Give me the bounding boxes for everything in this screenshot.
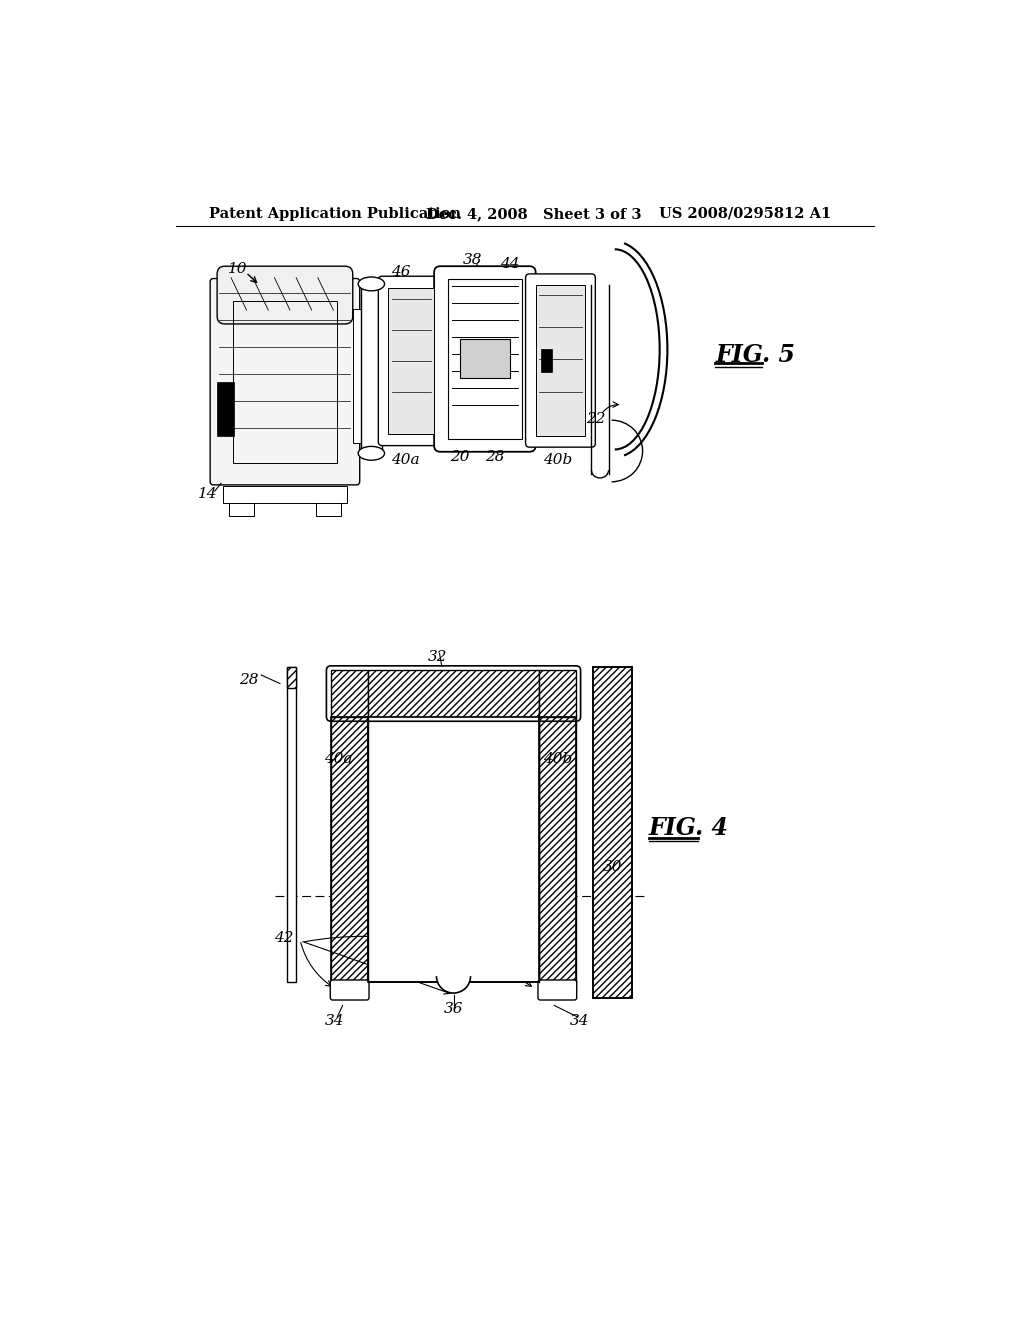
Bar — [316, 503, 341, 516]
FancyBboxPatch shape — [210, 279, 359, 484]
Bar — [287, 667, 296, 982]
Text: 44: 44 — [500, 257, 519, 271]
FancyBboxPatch shape — [331, 979, 369, 1001]
Bar — [541, 348, 552, 372]
Text: 30: 30 — [603, 859, 623, 874]
FancyBboxPatch shape — [538, 979, 577, 1001]
Bar — [388, 288, 434, 434]
Bar — [352, 309, 370, 444]
Bar — [369, 671, 539, 717]
Text: FIG. 4: FIG. 4 — [649, 816, 729, 841]
Text: 40b: 40b — [543, 752, 572, 766]
Text: 46: 46 — [391, 265, 411, 280]
Text: 38: 38 — [443, 767, 463, 781]
Bar — [539, 717, 575, 982]
Text: 40a: 40a — [391, 453, 420, 467]
Bar — [331, 717, 369, 982]
FancyBboxPatch shape — [217, 267, 352, 323]
Bar — [369, 717, 539, 982]
Text: 40a: 40a — [325, 752, 353, 766]
Bar — [593, 667, 632, 998]
Bar — [539, 671, 575, 717]
Wedge shape — [436, 977, 471, 993]
Text: FIG. 5: FIG. 5 — [716, 343, 796, 367]
Text: 32: 32 — [428, 649, 447, 664]
Bar — [536, 285, 586, 436]
Bar — [222, 486, 347, 503]
Bar — [360, 284, 382, 453]
Text: 40b: 40b — [543, 453, 572, 467]
Ellipse shape — [358, 277, 385, 290]
Bar — [331, 717, 369, 982]
Bar — [331, 671, 369, 717]
Text: 14: 14 — [198, 487, 217, 502]
Text: 38: 38 — [463, 253, 482, 267]
Bar — [217, 381, 234, 436]
Text: 20: 20 — [450, 450, 469, 465]
Text: 28: 28 — [484, 450, 505, 465]
Text: 42: 42 — [273, 931, 293, 945]
FancyBboxPatch shape — [378, 276, 444, 446]
Bar — [449, 279, 521, 440]
Bar — [287, 667, 296, 688]
Bar — [593, 667, 632, 998]
Text: US 2008/0295812 A1: US 2008/0295812 A1 — [658, 207, 831, 220]
Text: 36: 36 — [443, 1002, 463, 1016]
Text: Dec. 4, 2008   Sheet 3 of 3: Dec. 4, 2008 Sheet 3 of 3 — [426, 207, 642, 220]
Text: 22: 22 — [586, 412, 605, 425]
FancyBboxPatch shape — [434, 267, 536, 451]
Bar — [460, 339, 510, 378]
Text: 10: 10 — [228, 261, 248, 276]
Text: 28: 28 — [239, 673, 258, 686]
Ellipse shape — [358, 446, 385, 461]
Text: 34: 34 — [570, 1014, 590, 1028]
Bar — [539, 717, 575, 982]
Text: Patent Application Publication: Patent Application Publication — [209, 207, 462, 220]
FancyBboxPatch shape — [525, 275, 595, 447]
Bar — [228, 503, 254, 516]
Bar — [232, 301, 337, 462]
Text: 34: 34 — [326, 1014, 345, 1028]
